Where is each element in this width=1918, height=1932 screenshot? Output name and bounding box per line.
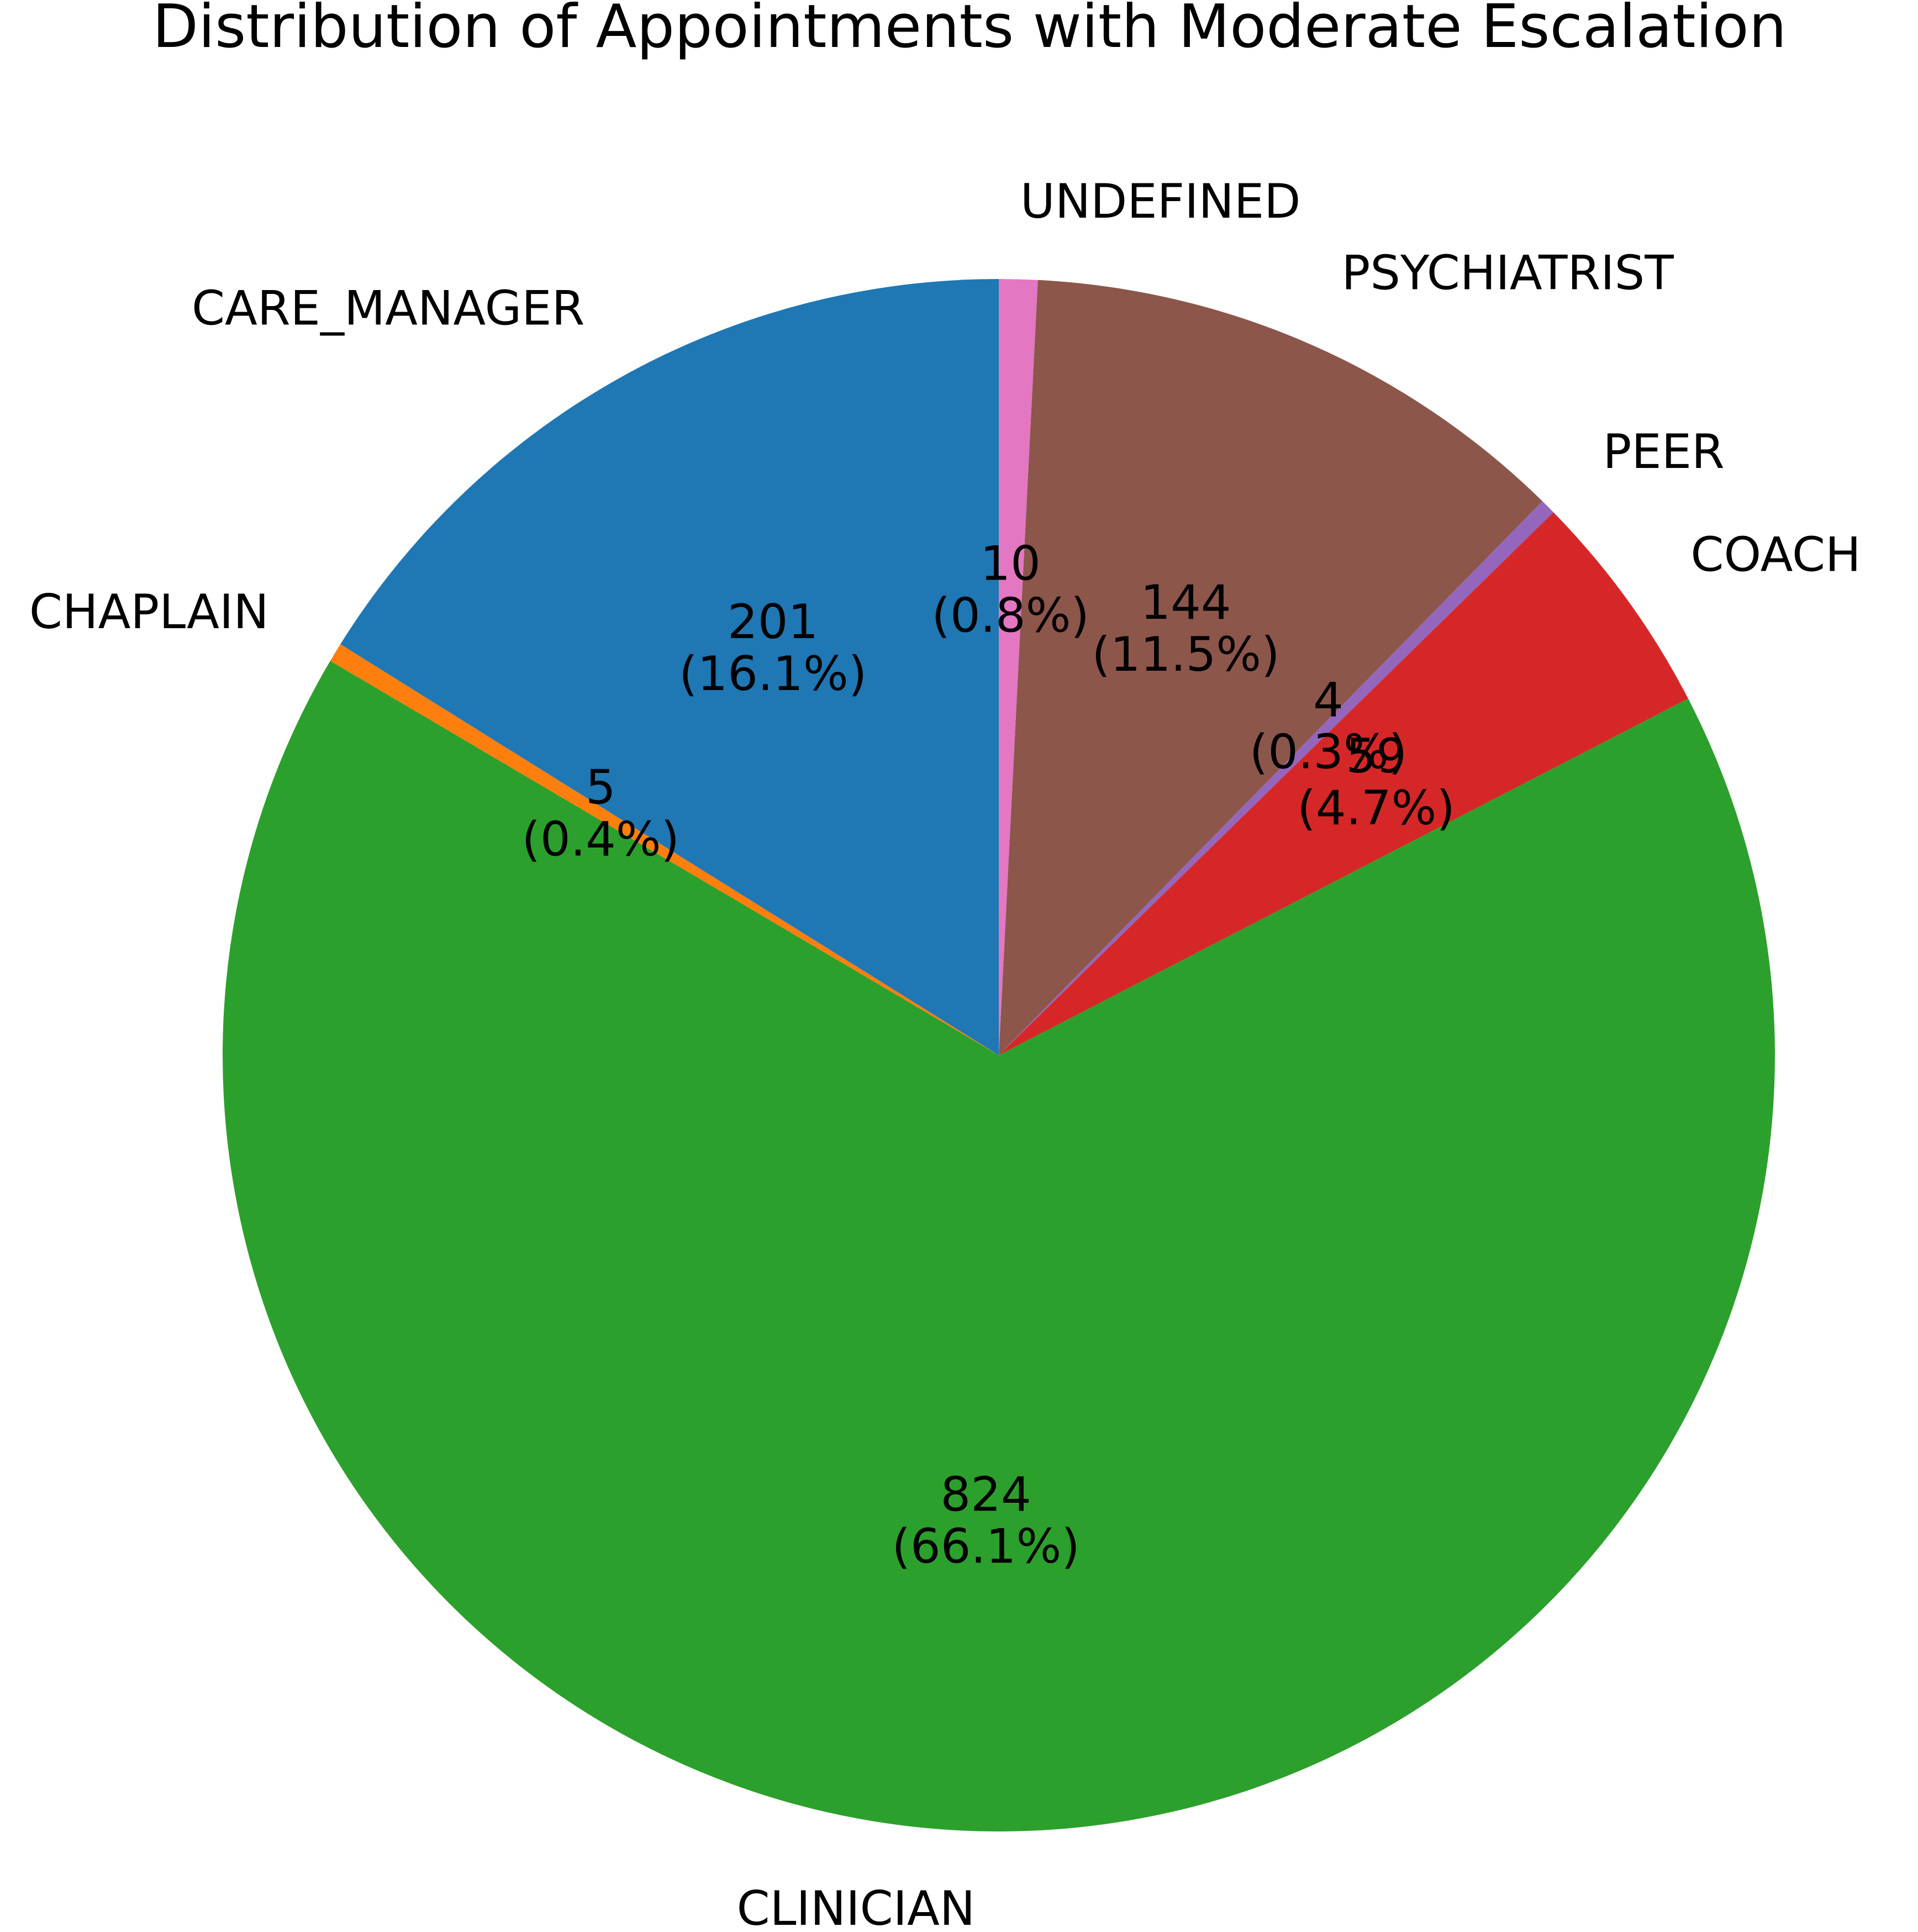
percent-label-chaplain: (0.4%) bbox=[522, 812, 680, 867]
value-label-psychiatrist: 144 bbox=[1140, 575, 1231, 630]
pie-slice-coach bbox=[999, 512, 1688, 1055]
slice-label-coach: COACH bbox=[1690, 527, 1861, 582]
percent-label-care-manager: (16.1%) bbox=[679, 646, 867, 702]
pie-labels: CARE_MANAGER 201(16.1%) CHAPLAIN 5(0.4%) CLI… bbox=[29, 174, 1861, 1932]
pie-slices bbox=[223, 279, 1775, 1832]
value-label-coach: 59 bbox=[1346, 729, 1406, 784]
value-label-undefined: 10 bbox=[980, 536, 1040, 591]
value-label-clinician: 824 bbox=[941, 1467, 1031, 1523]
percent-label-undefined: (0.8%) bbox=[931, 588, 1089, 643]
percent-label-psychiatrist: (11.5%) bbox=[1092, 627, 1279, 682]
value-label-care-manager: 201 bbox=[728, 594, 818, 650]
pie-slice-care-manager bbox=[340, 279, 999, 1055]
slice-label-undefined: UNDEFINED bbox=[1020, 174, 1301, 229]
value-label-chaplain: 5 bbox=[586, 760, 616, 815]
slice-label-clinician: CLINICIAN bbox=[737, 1881, 976, 1932]
pie-slice-chaplain bbox=[330, 644, 999, 1055]
chart-title: Distribution of Appointments with Modera… bbox=[152, 0, 1787, 61]
percent-label-coach: (4.7%) bbox=[1297, 781, 1455, 836]
slice-label-chaplain: CHAPLAIN bbox=[29, 585, 269, 640]
value-label-peer: 4 bbox=[1313, 672, 1343, 728]
pie-slice-clinician bbox=[223, 661, 1775, 1832]
pie-slice-psychiatrist bbox=[999, 280, 1543, 1055]
slice-label-care-manager: CARE_MANAGER bbox=[192, 281, 584, 336]
percent-label-clinician: (66.1%) bbox=[892, 1519, 1079, 1575]
slice-label-psychiatrist: PSYCHIATRIST bbox=[1342, 246, 1674, 301]
slice-label-peer: PEER bbox=[1603, 424, 1725, 480]
percent-label-peer: (0.3%) bbox=[1250, 724, 1408, 780]
pie-slice-peer bbox=[999, 501, 1554, 1055]
pie-slice-undefined bbox=[999, 279, 1038, 1055]
